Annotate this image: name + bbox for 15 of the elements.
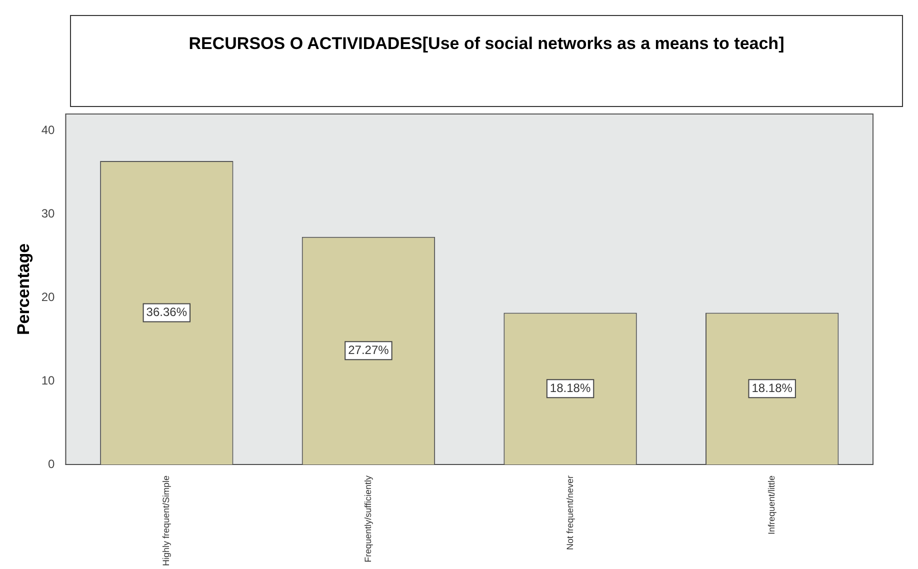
y-axis-title: Percentage	[14, 243, 33, 336]
x-tick-label: Frequently/sufficiently	[362, 474, 373, 562]
chart-title: RECURSOS O ACTIVIDADES[Use of social networks as a means to teach]	[70, 15, 903, 107]
y-tick-label: 0	[48, 456, 56, 471]
y-tick-label: 40	[41, 123, 56, 137]
y-tick-label: 10	[41, 373, 56, 388]
y-tick-label: 20	[41, 290, 56, 304]
data-label: 18.18%	[550, 380, 591, 395]
data-label: 27.27%	[348, 342, 390, 357]
data-label: 18.18%	[752, 380, 793, 395]
x-tick-label: Not frequent/never	[564, 475, 575, 550]
data-label: 36.36%	[146, 305, 188, 320]
x-tick-label: Highly frequent/Simple	[161, 475, 172, 566]
y-tick-label: 30	[41, 206, 56, 220]
x-tick-label: Infrequent/little	[766, 475, 777, 534]
